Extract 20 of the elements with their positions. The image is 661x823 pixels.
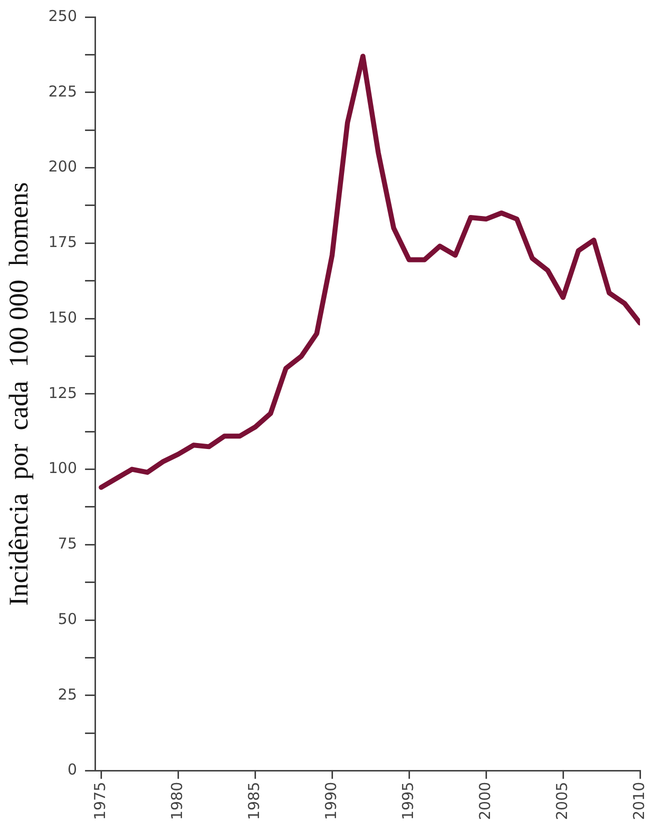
x-tick-label: 2010 [630,782,648,820]
y-tick-label: 150 [48,308,78,326]
y-tick-label: 175 [48,233,78,252]
x-tick-label: 1975 [91,782,110,820]
x-tick-label: 1985 [245,782,264,820]
y-axis-title: Incidência por cada 100 000 homens [3,182,34,606]
y-tick-label: 75 [58,534,78,553]
x-tick-label: 1980 [168,782,186,820]
y-tick-label: 225 [48,82,78,100]
y-tick-label: 25 [58,685,78,704]
y-tick-label: 0 [67,760,78,779]
x-tick-label: 1995 [398,782,417,820]
y-tick-label: 100 [48,459,78,478]
y-tick-label: 125 [48,384,78,402]
x-tick-label: 2000 [476,782,494,820]
y-tick-label: 200 [48,158,78,176]
x-tick-label: 2005 [552,782,571,820]
x-tick-label: 1990 [322,782,340,820]
y-tick-label: 250 [48,6,78,25]
y-tick-label: 50 [58,610,78,628]
